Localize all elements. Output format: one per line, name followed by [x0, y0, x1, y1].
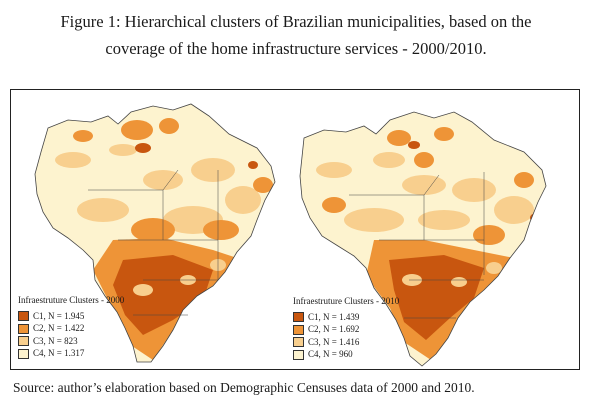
legend-label: C4, N = 1.317	[33, 348, 85, 359]
source-note: Source: author’s elaboration based on De…	[13, 380, 475, 395]
legend-label: C4, N = 960	[308, 349, 353, 360]
legend-label: C1, N = 1.439	[308, 311, 360, 322]
legend-swatch	[18, 336, 29, 347]
caption-line-2: coverage of the home infrastructure serv…	[105, 39, 487, 58]
legend-item-c1-2000: C1, N = 1.945	[18, 310, 124, 323]
legend-2000: Infraestruture Clusters - 2000 C1, N = 1…	[18, 295, 124, 360]
legend-item-c2-2000: C2, N = 1.422	[18, 323, 124, 336]
legend-2010: Infraestruture Clusters - 2010 C1, N = 1…	[293, 296, 399, 361]
legend-swatch	[293, 349, 304, 360]
legend-label: C2, N = 1.422	[33, 323, 85, 334]
legend-label: C2, N = 1.692	[308, 324, 360, 335]
legend-swatch	[293, 324, 304, 335]
legend-item-c4-2010: C4, N = 960	[293, 349, 399, 362]
legend-item-c4-2000: C4, N = 1.317	[18, 348, 124, 361]
brazil-map-2010	[299, 111, 547, 367]
legend-swatch	[293, 337, 304, 348]
figure-caption: Figure 1: Hierarchical clusters of Brazi…	[0, 8, 592, 62]
legend-item-c3-2000: C3, N = 823	[18, 335, 124, 348]
figure-frame: Infraestruture Clusters - 2000 C1, N = 1…	[10, 89, 580, 370]
legend-swatch	[18, 311, 29, 322]
legend-label: C1, N = 1.945	[33, 310, 85, 321]
legend-swatch	[18, 348, 29, 359]
legend-swatch	[293, 312, 304, 323]
legend-item-c2-2010: C2, N = 1.692	[293, 324, 399, 337]
legend-label: C3, N = 823	[33, 335, 78, 346]
legend-title-2010: Infraestruture Clusters - 2010	[293, 296, 400, 306]
legend-swatch	[18, 323, 29, 334]
brazil-map-2000	[34, 103, 276, 363]
legend-title-2000: Infraestruture Clusters - 2000	[18, 295, 125, 305]
legend-item-c1-2010: C1, N = 1.439	[293, 311, 399, 324]
legend-item-c3-2010: C3, N = 1.416	[293, 336, 399, 349]
legend-label: C3, N = 1.416	[308, 336, 360, 347]
caption-line-1: Figure 1: Hierarchical clusters of Brazi…	[60, 12, 532, 31]
